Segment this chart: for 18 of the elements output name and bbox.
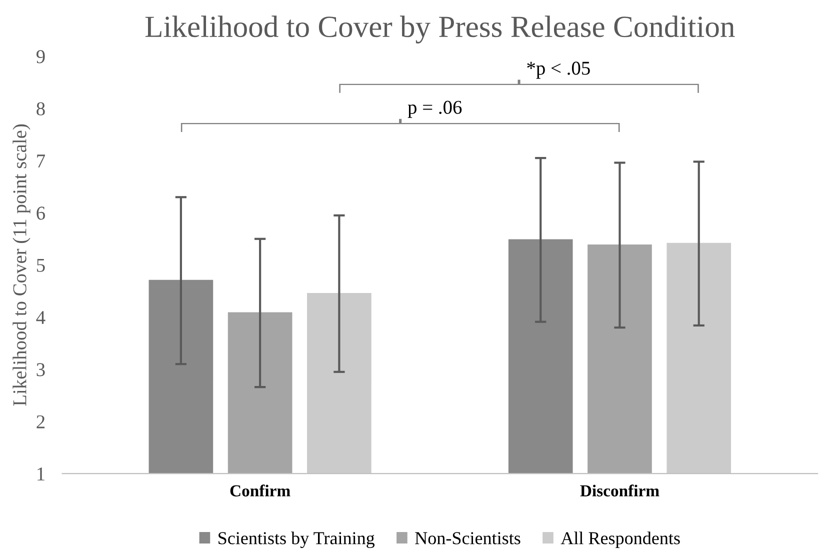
x-tick-label: Confirm — [230, 484, 290, 496]
annotation: p = .06 — [408, 100, 462, 118]
legend-label: All Respondents — [560, 532, 680, 548]
y-tick-label: 1 — [38, 468, 44, 480]
y-tick-label: 2 — [36, 415, 45, 428]
x-tick-label: Disconfirm — [580, 484, 660, 496]
annotation: *p < .05 — [527, 62, 590, 79]
legend-label: Non-Scientists — [415, 532, 520, 544]
y-tick-label: 3 — [36, 363, 45, 376]
y-axis-title: Likelihood to Cover (11 point scale) — [12, 124, 30, 406]
y-tick-label: 9 — [36, 50, 45, 64]
y-tick-label: 7 — [37, 154, 46, 168]
y-tick-label: 5 — [36, 258, 45, 272]
chart-title: Likelihood to Cover by Press Release Condition — [145, 16, 735, 44]
y-tick-label: 4 — [36, 311, 46, 324]
y-tick-label: 8 — [36, 102, 45, 116]
y-tick-label: 6 — [36, 206, 46, 220]
legend-label: Scientists by Training — [218, 532, 375, 548]
